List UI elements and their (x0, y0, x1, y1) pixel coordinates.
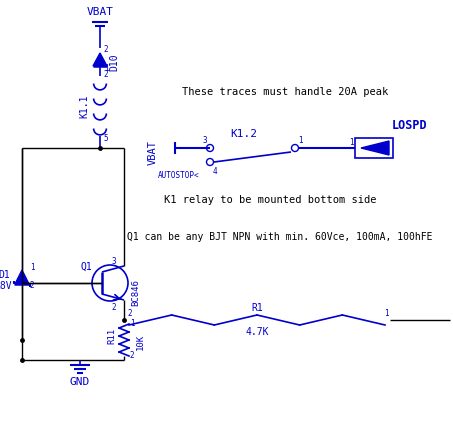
Text: 2: 2 (130, 351, 134, 360)
Text: 3: 3 (202, 136, 207, 145)
Text: 10K: 10K (135, 334, 145, 350)
Text: 1: 1 (30, 264, 34, 273)
Text: These traces must handle 20A peak: These traces must handle 20A peak (182, 87, 388, 97)
Text: 4.7K: 4.7K (245, 327, 269, 337)
Text: 5: 5 (104, 134, 108, 143)
Text: D10: D10 (109, 53, 119, 71)
Text: K1.2: K1.2 (230, 129, 257, 139)
Text: AUTOSTOP<: AUTOSTOP< (157, 170, 199, 179)
Text: R11: R11 (107, 328, 116, 344)
Text: 1: 1 (130, 319, 134, 329)
Text: R1: R1 (251, 303, 263, 313)
Text: GND: GND (70, 377, 90, 387)
Text: 1: 1 (349, 137, 353, 146)
Text: LOSPD: LOSPD (392, 119, 428, 131)
Polygon shape (361, 141, 389, 155)
Text: BC846: BC846 (131, 279, 140, 306)
Text: 4: 4 (213, 166, 217, 175)
Text: VBAT: VBAT (87, 7, 114, 17)
Text: 2: 2 (112, 303, 116, 312)
Text: 1: 1 (384, 309, 388, 318)
Text: 2: 2 (30, 282, 34, 291)
Polygon shape (15, 270, 29, 284)
Text: D1: D1 (0, 270, 10, 280)
Text: 1: 1 (104, 63, 108, 72)
Text: K1.1: K1.1 (79, 94, 89, 118)
Text: Q1: Q1 (80, 262, 92, 272)
Text: Q1 can be any BJT NPN with min. 60Vce, 100mA, 100hFE: Q1 can be any BJT NPN with min. 60Vce, 1… (127, 232, 433, 242)
Text: 3: 3 (112, 256, 116, 265)
Polygon shape (93, 53, 107, 66)
Text: 18V: 18V (0, 281, 13, 291)
Bar (355, 138, 393, 158)
Text: K1 relay to be mounted bottom side: K1 relay to be mounted bottom side (164, 195, 376, 205)
Text: 2: 2 (104, 69, 108, 78)
Text: 2: 2 (128, 309, 132, 318)
Text: 2: 2 (104, 45, 108, 54)
Text: VBAT: VBAT (148, 140, 158, 164)
Text: 1: 1 (298, 136, 302, 145)
